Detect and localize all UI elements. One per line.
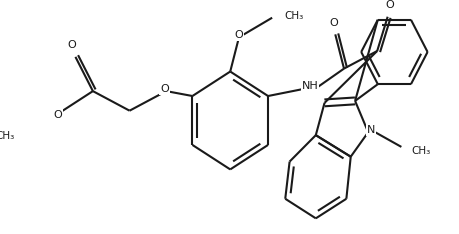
Text: O: O xyxy=(160,84,169,94)
Text: N: N xyxy=(367,125,375,135)
Text: CH₃: CH₃ xyxy=(412,146,431,156)
Text: NH: NH xyxy=(302,81,319,91)
Text: O: O xyxy=(67,40,76,50)
Text: CH₃: CH₃ xyxy=(285,11,303,21)
Text: O: O xyxy=(385,0,394,10)
Text: O: O xyxy=(329,18,338,28)
Text: O: O xyxy=(54,110,62,120)
Text: O: O xyxy=(235,30,243,40)
Text: CH₃: CH₃ xyxy=(0,131,14,141)
